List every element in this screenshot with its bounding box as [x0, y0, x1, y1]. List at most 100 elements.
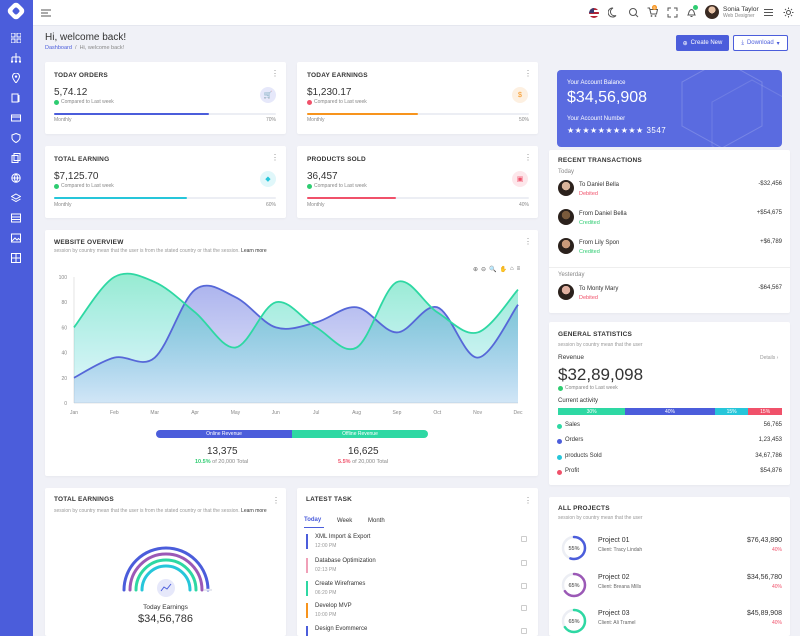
topbar: 5 Sonia Taylor Web Designer — [33, 0, 800, 26]
download-button[interactable]: ⤓ Download ▾ — [733, 35, 788, 51]
shield-icon[interactable] — [11, 133, 21, 143]
task-checkbox[interactable] — [521, 583, 527, 589]
settings-icon[interactable] — [783, 7, 794, 18]
zoom-in-icon[interactable]: ⊕ — [473, 267, 479, 273]
divider — [549, 267, 790, 268]
y-tick-label: 100 — [59, 275, 68, 281]
project-name[interactable]: Project 02 — [598, 574, 630, 581]
tab-week[interactable]: Week — [337, 518, 353, 524]
task-item[interactable]: Create Wireframes 06:20 PM — [306, 581, 531, 601]
stat-value: 56,765 — [763, 422, 782, 428]
copy-icon[interactable] — [11, 153, 21, 163]
create-new-button[interactable]: ⊕ Create New — [676, 35, 729, 51]
x-tick-label: Aug — [352, 410, 361, 416]
table-icon[interactable] — [11, 213, 21, 223]
task-color-bar — [306, 558, 308, 573]
more-icon[interactable]: ⋮ — [524, 237, 532, 246]
transaction-name[interactable]: To Monty Mary — [579, 286, 619, 292]
more-icon[interactable]: ⋮ — [272, 496, 280, 505]
trend-up-icon — [558, 385, 563, 391]
tab-today[interactable]: Today — [304, 517, 322, 523]
globe-icon[interactable] — [11, 173, 21, 183]
avatar[interactable] — [705, 5, 719, 19]
details-link[interactable]: Details › — [760, 355, 779, 361]
task-item[interactable]: Develop MVP 10:00 PM — [306, 603, 531, 623]
today-earnings-label: Today Earnings — [143, 604, 188, 611]
activity-bar: 30% 40% 15% 15% — [558, 408, 782, 415]
task-checkbox[interactable] — [521, 628, 527, 634]
task-checkbox[interactable] — [521, 605, 527, 611]
latest-task-card: LATEST TASK ⋮ Today Week Month — [297, 488, 538, 636]
bell-icon[interactable] — [686, 7, 697, 18]
card-icon[interactable] — [11, 113, 21, 123]
grid-icon[interactable] — [11, 253, 21, 263]
layers-icon[interactable] — [11, 193, 21, 203]
breadcrumb-home[interactable]: Dashboard — [45, 45, 72, 51]
moon-icon[interactable] — [607, 7, 619, 18]
dashboard-icon[interactable] — [11, 33, 21, 43]
legend-dot — [557, 424, 562, 429]
project-name[interactable]: Project 01 — [598, 537, 630, 544]
logo-icon[interactable] — [6, 1, 26, 21]
all-projects-card: ALL PROJECTS session by country mean tha… — [549, 497, 790, 636]
activity-segment: 30% — [558, 408, 626, 415]
transaction-status: Credited — [579, 220, 600, 226]
website-overview-card: WEBSITE OVERVIEW ⋮ session by country me… — [45, 230, 538, 476]
book-icon[interactable] — [11, 93, 21, 103]
x-tick-label: Jan — [70, 410, 78, 416]
money-icon: ◆ — [260, 171, 276, 187]
avatar — [558, 180, 574, 196]
legend-dot — [557, 470, 562, 475]
project-progress-ring: 65% — [561, 572, 587, 598]
tab-month[interactable]: Month — [368, 518, 385, 524]
task-title: Database Optimization — [315, 558, 376, 564]
earnings-gauge — [122, 546, 213, 597]
search-icon[interactable] — [628, 7, 639, 18]
trend-down-icon — [307, 99, 312, 105]
transaction-name[interactable]: To Daniel Bella — [579, 182, 620, 188]
image-icon[interactable] — [11, 233, 21, 243]
x-tick-label: Jul — [313, 410, 319, 416]
more-icon[interactable]: ⋮ — [271, 69, 279, 78]
y-tick-label: 0 — [64, 401, 67, 407]
bag-icon: ▣ — [512, 171, 528, 187]
more-icon[interactable]: ⋮ — [524, 69, 532, 78]
transaction-name[interactable]: From Daniel Bella — [579, 211, 627, 217]
task-time: 06:20 PM — [315, 590, 337, 596]
pan-icon[interactable]: ✋ — [499, 267, 508, 273]
stat-card-products-sold: PRODUCTS SOLD ⋮ 36,457 Compared to Last … — [297, 146, 538, 218]
legend-dot — [557, 455, 562, 460]
sitemap-icon[interactable] — [11, 53, 21, 63]
y-tick-label: 20 — [61, 376, 67, 382]
account-balance-card: Your Account Balance $34,56,908 Your Acc… — [557, 70, 782, 147]
us-flag-icon[interactable] — [589, 8, 599, 18]
fullscreen-icon[interactable] — [667, 7, 678, 18]
zoom-out-icon[interactable]: ⊖ — [481, 267, 487, 273]
task-time: 10:00 PM — [315, 612, 337, 618]
location-icon[interactable] — [11, 73, 21, 83]
task-checkbox[interactable] — [521, 536, 527, 542]
magnifier-icon[interactable]: 🔍 — [489, 267, 497, 273]
task-color-bar — [306, 581, 308, 596]
notification-dot — [693, 5, 698, 10]
more-icon[interactable]: ⋮ — [271, 153, 279, 162]
more-icon[interactable]: ⋮ — [524, 153, 532, 162]
transaction-name[interactable]: From Lily Spon — [579, 240, 620, 246]
task-checkbox[interactable] — [521, 560, 527, 566]
task-item[interactable]: XML Import & Export 12:00 PM — [306, 534, 531, 554]
project-ring-label: 65% — [568, 583, 579, 589]
menu-grid-icon[interactable] — [763, 7, 774, 18]
menu-toggle-icon[interactable] — [41, 8, 51, 18]
task-item[interactable]: Design Evommerce — [306, 626, 531, 636]
learn-more-link[interactable]: Learn more — [241, 248, 267, 254]
task-item[interactable]: Database Optimization 02:13 PM — [306, 558, 531, 578]
project-name[interactable]: Project 03 — [598, 610, 630, 617]
plus-circle-icon: ⊕ — [682, 40, 688, 47]
cart-icon[interactable] — [647, 7, 659, 18]
hamburger-icon[interactable]: ≡ — [516, 266, 521, 272]
user-name[interactable]: Sonia Taylor — [723, 6, 759, 13]
more-icon[interactable]: ⋮ — [524, 496, 532, 505]
learn-more-link[interactable]: Learn more — [241, 508, 267, 514]
series-line-0 — [73, 284, 519, 379]
home-icon[interactable]: ⌂ — [510, 266, 514, 272]
